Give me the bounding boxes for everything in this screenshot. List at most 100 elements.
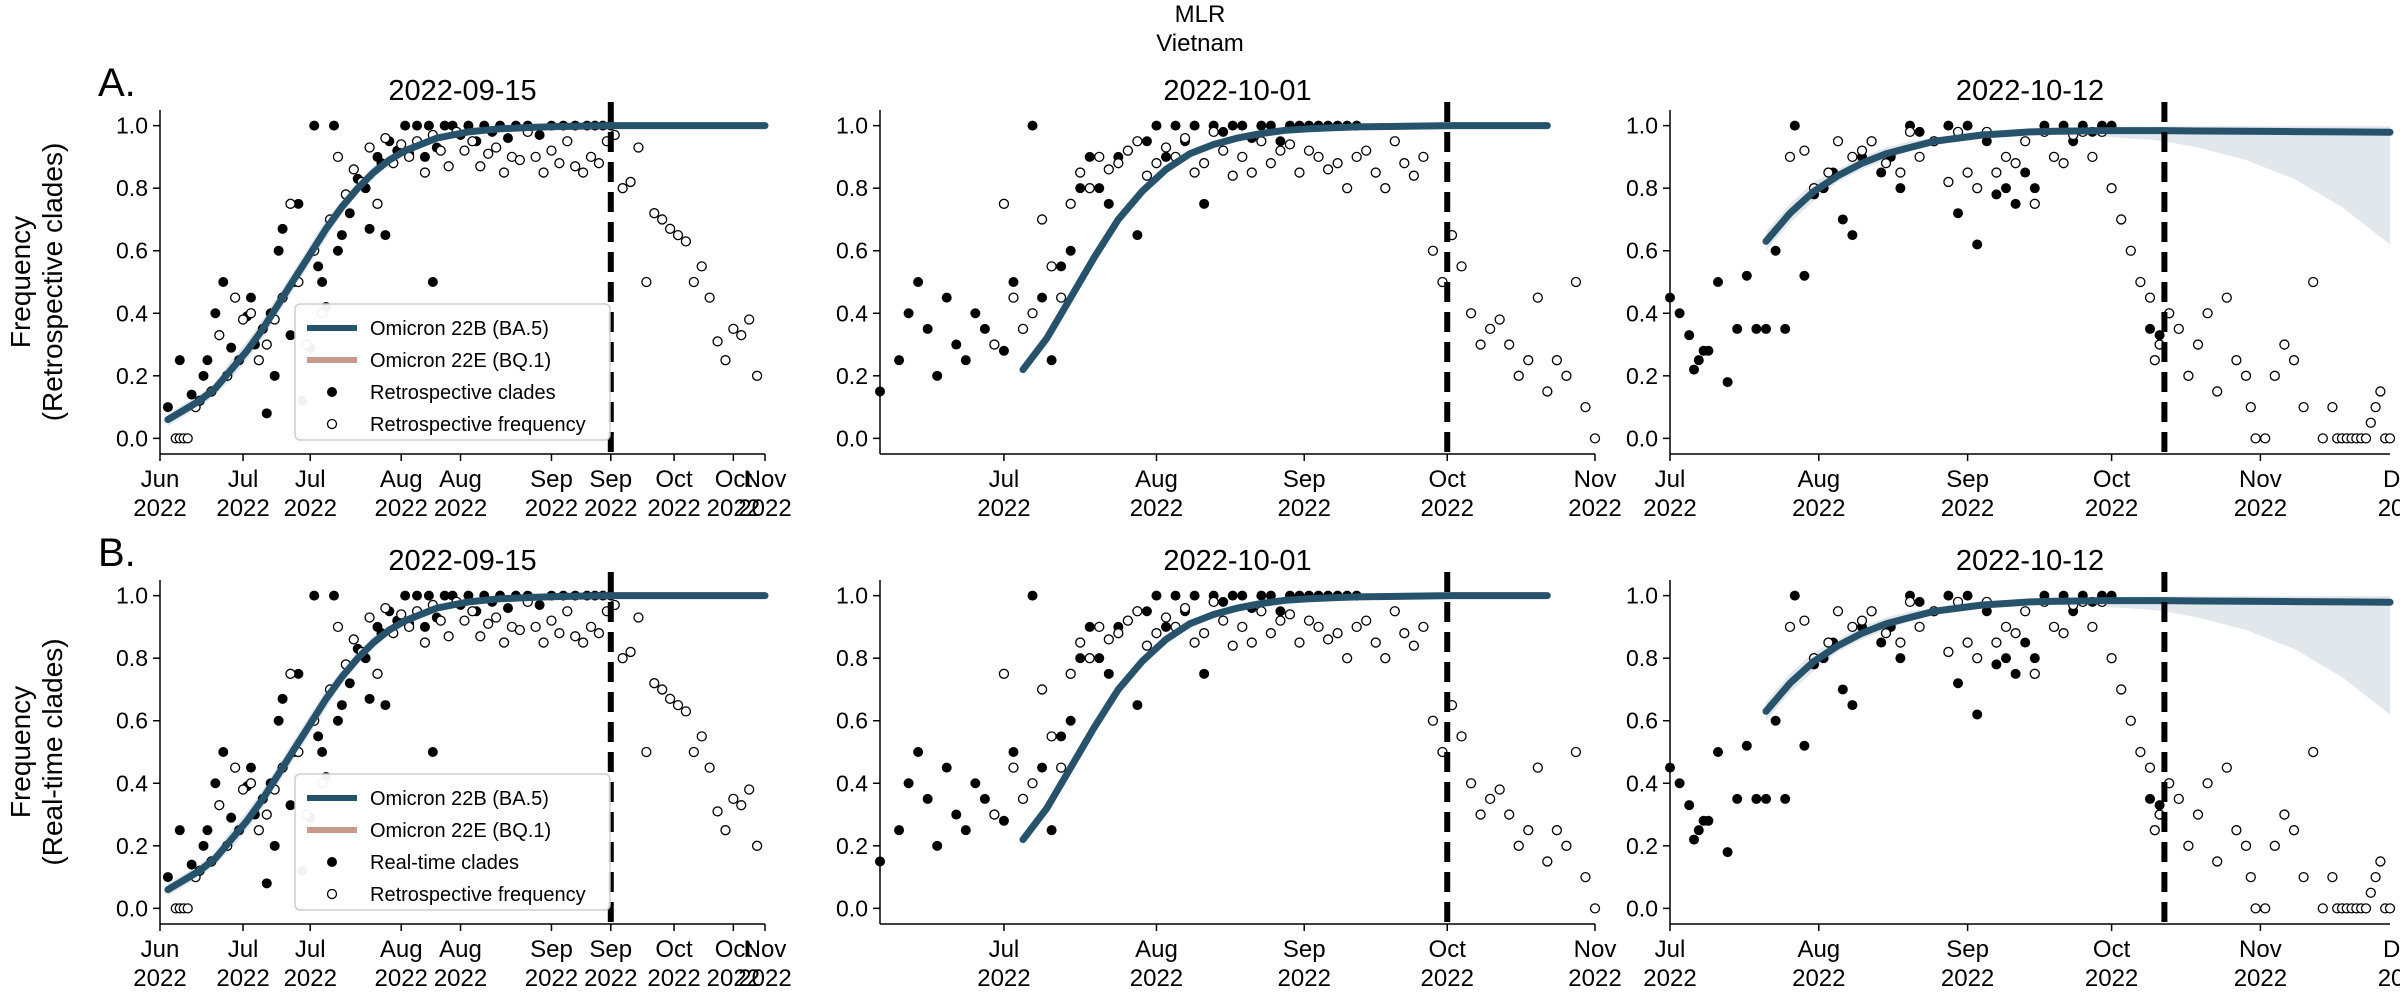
- x-tick-label: Sep: [1283, 466, 1326, 493]
- frequency-point: [593, 158, 605, 169]
- frequency-point: [261, 809, 272, 820]
- panel-b-3: 0.00.20.40.60.81.0Jul2022Aug2022Sep2022O…: [1626, 545, 2400, 992]
- y-tick-label: 0.8: [1626, 645, 1658, 671]
- frequency-point: [546, 145, 557, 156]
- frequency-point: [712, 806, 723, 817]
- frequency-point: [2384, 903, 2396, 914]
- clade-point: [226, 812, 237, 823]
- frequency-point: [1399, 628, 1410, 639]
- frequency-point: [672, 229, 684, 241]
- x-tick-label: Oct: [1429, 936, 1467, 963]
- x-tick-label: Jul: [989, 466, 1020, 493]
- clade-point: [1684, 330, 1695, 341]
- frequency-point: [1914, 151, 1925, 163]
- clade-point: [1953, 208, 1963, 219]
- frequency-point: [2231, 825, 2242, 836]
- clade-point: [1161, 151, 1171, 162]
- frequency-point: [2250, 903, 2261, 914]
- x-tick-year-label: 2022: [284, 965, 337, 992]
- frequency-point: [475, 161, 486, 172]
- frequency-point: [1103, 164, 1114, 175]
- clade-point: [210, 308, 221, 319]
- x-tick-label: Oct: [2093, 936, 2131, 963]
- clade-point: [202, 355, 213, 366]
- frequency-point: [2048, 151, 2060, 163]
- frequency-point: [1046, 261, 1057, 272]
- clade-point: [174, 355, 185, 366]
- frequency-point: [261, 339, 272, 350]
- frequency-point: [1856, 145, 1868, 156]
- frequency-point: [1832, 136, 1844, 147]
- x-tick-label: Nov: [1574, 466, 1617, 493]
- ba5-series-line: [1019, 592, 1551, 844]
- legend-swatch-clades: [327, 857, 337, 867]
- clade-point: [894, 825, 905, 836]
- frequency-point: [2360, 433, 2372, 444]
- y-tick-label: 0.4: [836, 770, 868, 796]
- frequency-point: [554, 158, 565, 169]
- x-tick-year-label: 2022: [216, 965, 269, 992]
- clade-point: [1693, 355, 1704, 366]
- clade-point: [317, 277, 328, 287]
- frequency-point: [562, 136, 573, 147]
- y-tick-label: 0.4: [1626, 300, 1658, 326]
- x-tick-year-label: 2022: [1941, 965, 1994, 992]
- clade-point: [317, 747, 328, 757]
- y-tick-label: 0.8: [836, 175, 868, 201]
- clade-point: [1914, 596, 1925, 607]
- clade-point: [1141, 136, 1152, 147]
- clade-point: [261, 878, 272, 889]
- x-tick-label: Nov: [1574, 936, 1617, 963]
- frequency-point: [1094, 151, 1105, 163]
- frequency-point: [1132, 136, 1143, 147]
- frequency-point: [1972, 653, 1983, 664]
- frequency-point: [1265, 628, 1277, 639]
- clade-point: [941, 762, 952, 773]
- frequency-point: [751, 370, 763, 381]
- frequency-point: [2327, 871, 2338, 883]
- clade-point: [1237, 120, 1248, 131]
- frequency-point: [1322, 164, 1334, 175]
- frequency-point: [744, 314, 755, 325]
- frequency-point: [1532, 292, 1543, 303]
- x-tick-label: Aug: [439, 936, 482, 963]
- x-tick-label: Jul: [228, 466, 259, 493]
- frequency-point: [1055, 762, 1067, 773]
- x-tick-label: Sep: [1946, 466, 1989, 493]
- clade-point: [2145, 323, 2155, 334]
- clade-point: [1227, 120, 1238, 131]
- frequency-point: [1523, 825, 1534, 836]
- clade-point: [2010, 668, 2021, 679]
- clade-point: [400, 590, 411, 601]
- clade-point: [922, 793, 933, 804]
- frequency-point: [570, 161, 581, 172]
- panel-title: 2022-09-15: [388, 75, 536, 107]
- x-tick-label: Jul: [295, 936, 326, 963]
- frequency-point: [1570, 746, 1582, 758]
- frequency-point: [1513, 840, 1524, 851]
- frequency-point: [2058, 158, 2069, 169]
- panel-title: 2022-10-12: [1956, 545, 2104, 577]
- clade-point: [1689, 834, 1699, 845]
- clade-point: [1674, 778, 1685, 789]
- clade-point: [226, 342, 237, 353]
- frequency-point: [736, 330, 747, 341]
- frequency-point: [1036, 214, 1048, 225]
- clade-point: [328, 590, 339, 601]
- frequency-point: [2029, 668, 2040, 679]
- clade-point: [1770, 715, 1781, 726]
- frequency-point: [1475, 809, 1486, 820]
- x-tick-year-label: 2022: [2085, 965, 2138, 992]
- y-tick-label: 1.0: [116, 583, 148, 609]
- y-axis-label: Frequency: [5, 216, 36, 348]
- x-tick-year-label: 2022: [133, 495, 186, 522]
- clade-point: [332, 715, 343, 726]
- frequency-point: [1832, 606, 1844, 617]
- frequency-point: [443, 631, 454, 642]
- x-tick-label: Jul: [1655, 936, 1686, 963]
- frequency-point: [1075, 637, 1086, 648]
- frequency-point: [704, 762, 715, 773]
- frequency-point: [1208, 596, 1219, 608]
- confidence-band: [1766, 596, 2390, 721]
- clade-point: [1265, 590, 1276, 601]
